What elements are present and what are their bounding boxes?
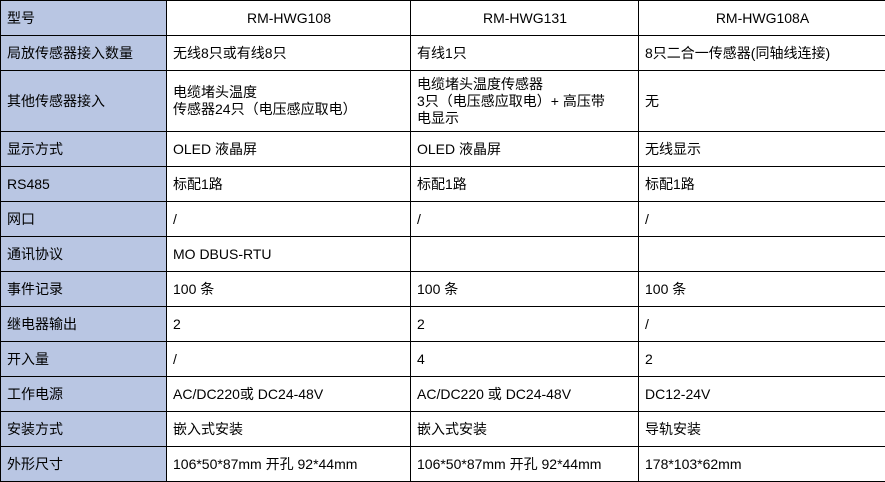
row-value-1: 2 — [167, 307, 411, 342]
table-row: RS485 标配1路 标配1路 标配1路 — [1, 167, 885, 202]
table-row: 局放传感器接入数量 无线8只或有线8只 有线1只 8只二合一传感器(同轴线连接) — [1, 36, 885, 71]
header-cell-model-2: RM-HWG131 — [411, 1, 639, 36]
row-value-2: 4 — [411, 342, 639, 377]
row-value-3: / — [639, 202, 885, 237]
row-value-3: 2 — [639, 342, 885, 377]
row-label: 局放传感器接入数量 — [1, 36, 167, 71]
row-value-2 — [411, 237, 639, 272]
table-row: 继电器输出 2 2 / — [1, 307, 885, 342]
row-value-1: MO DBUS-RTU — [167, 237, 411, 272]
row-label: 通讯协议 — [1, 237, 167, 272]
row-value-1: 106*50*87mm 开孔 92*44mm — [167, 447, 411, 482]
row-value-2: 106*50*87mm 开孔 92*44mm — [411, 447, 639, 482]
row-value-2: AC/DC220 或 DC24-48V — [411, 377, 639, 412]
row-value-1: 100 条 — [167, 272, 411, 307]
table-row: 安装方式 嵌入式安装 嵌入式安装 导轨安装 — [1, 412, 885, 447]
row-value-3: 导轨安装 — [639, 412, 885, 447]
row-label: 外形尺寸 — [1, 447, 167, 482]
row-label: 开入量 — [1, 342, 167, 377]
row-value-2: / — [411, 202, 639, 237]
row-value-1: 嵌入式安装 — [167, 412, 411, 447]
table-row: 显示方式 OLED 液晶屏 OLED 液晶屏 无线显示 — [1, 132, 885, 167]
header-cell-label: 型号 — [1, 1, 167, 36]
row-value-1: 标配1路 — [167, 167, 411, 202]
row-value-3: 无 — [639, 71, 885, 132]
row-value-3: 178*103*62mm — [639, 447, 885, 482]
row-value-3: / — [639, 307, 885, 342]
row-value-1: OLED 液晶屏 — [167, 132, 411, 167]
table-row: 工作电源 AC/DC220或 DC24-48V AC/DC220 或 DC24-… — [1, 377, 885, 412]
row-value-1: / — [167, 202, 411, 237]
row-value-1: AC/DC220或 DC24-48V — [167, 377, 411, 412]
row-label: 显示方式 — [1, 132, 167, 167]
row-label: 工作电源 — [1, 377, 167, 412]
row-value-3: 8只二合一传感器(同轴线连接) — [639, 36, 885, 71]
header-cell-model-1: RM-HWG108 — [167, 1, 411, 36]
row-value-2: 有线1只 — [411, 36, 639, 71]
table-row: 事件记录 100 条 100 条 100 条 — [1, 272, 885, 307]
row-label: 网口 — [1, 202, 167, 237]
table-header-row: 型号 RM-HWG108 RM-HWG131 RM-HWG108A — [1, 1, 885, 36]
row-value-2: 嵌入式安装 — [411, 412, 639, 447]
row-value-3: 无线显示 — [639, 132, 885, 167]
row-value-3: DC12-24V — [639, 377, 885, 412]
row-value-1: 无线8只或有线8只 — [167, 36, 411, 71]
table-row: 其他传感器接入 电缆堵头温度 传感器24只（电压感应取电） 电缆堵头温度传感器 … — [1, 71, 885, 132]
table-row: 开入量 / 4 2 — [1, 342, 885, 377]
row-label: 其他传感器接入 — [1, 71, 167, 132]
row-value-2: 2 — [411, 307, 639, 342]
row-label: RS485 — [1, 167, 167, 202]
row-value-1: 电缆堵头温度 传感器24只（电压感应取电） — [167, 71, 411, 132]
row-label: 安装方式 — [1, 412, 167, 447]
row-value-3 — [639, 237, 885, 272]
row-value-2: 100 条 — [411, 272, 639, 307]
row-value-1: / — [167, 342, 411, 377]
row-label: 事件记录 — [1, 272, 167, 307]
row-value-3: 标配1路 — [639, 167, 885, 202]
row-value-2: 标配1路 — [411, 167, 639, 202]
table-row: 网口 / / / — [1, 202, 885, 237]
table-row: 通讯协议 MO DBUS-RTU — [1, 237, 885, 272]
row-value-2: 电缆堵头温度传感器 3只（电压感应取电）+ 高压带 电显示 — [411, 71, 639, 132]
header-cell-model-3: RM-HWG108A — [639, 1, 885, 36]
row-value-3: 100 条 — [639, 272, 885, 307]
row-value-2: OLED 液晶屏 — [411, 132, 639, 167]
table-row: 外形尺寸 106*50*87mm 开孔 92*44mm 106*50*87mm … — [1, 447, 885, 482]
row-label: 继电器输出 — [1, 307, 167, 342]
